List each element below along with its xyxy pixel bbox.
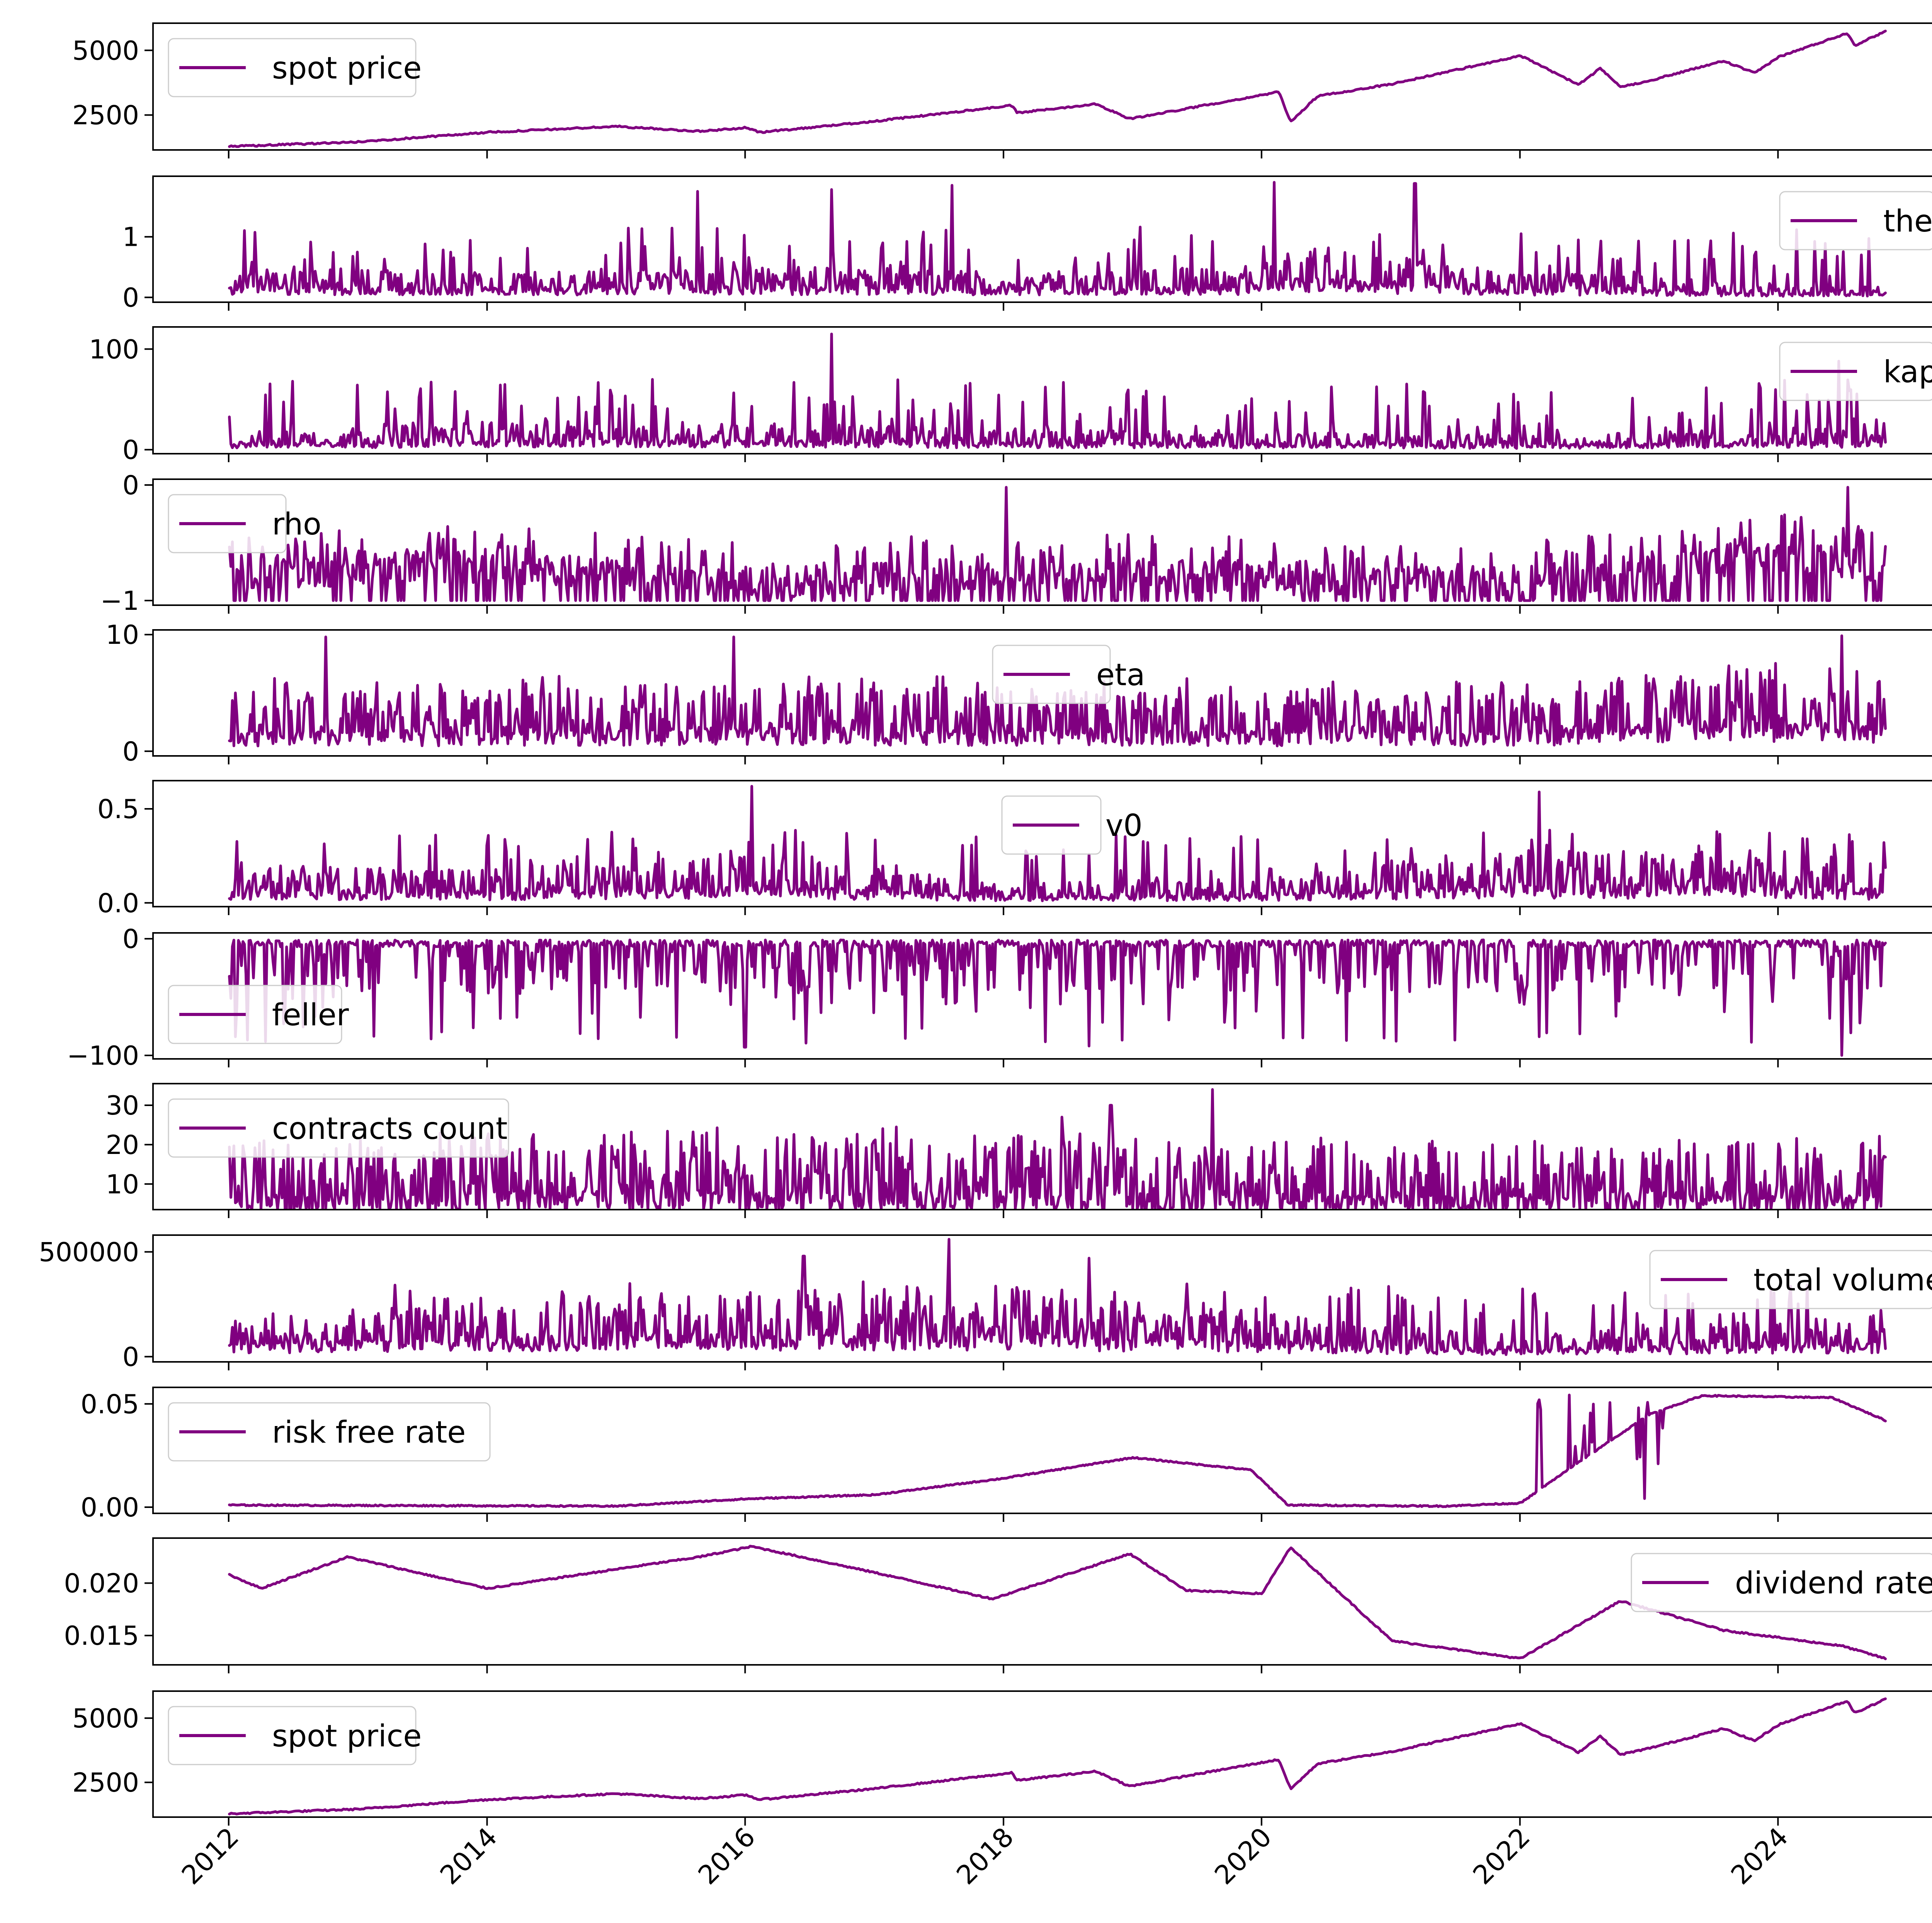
y-tick-label: 0.5 (97, 794, 139, 825)
legend-label: risk free rate (272, 1415, 466, 1450)
y-tick-label: 0 (122, 282, 139, 313)
legend-box (168, 38, 417, 97)
series-line-spot-price (228, 29, 1887, 148)
legend: v0 (1001, 795, 1143, 855)
legend: spot price (168, 38, 422, 97)
panel-6: 0.0 0.5 v0 (97, 780, 1932, 919)
legend: rho (168, 494, 321, 553)
axes-frame (152, 478, 1932, 606)
y-tick-label: 100 (89, 334, 139, 365)
legend-label: spot price (272, 1719, 422, 1754)
legend: spot price (168, 1706, 422, 1765)
legend-box (1631, 1553, 1932, 1612)
x-tick-label: 2014 (434, 1822, 503, 1891)
y-tick-label: −100 (67, 1041, 139, 1071)
panel-3: 0 100 kappa (89, 326, 1932, 466)
legend-box (168, 1706, 417, 1765)
y-tick-label: 2500 (72, 1768, 139, 1798)
legend-label: rho (272, 507, 321, 542)
x-tick-label: 2016 (692, 1822, 761, 1891)
legend-box (168, 1402, 491, 1462)
y-tick-label: 0.05 (81, 1389, 139, 1420)
legend-label: spot price (272, 51, 422, 86)
y-tick-label: 0 (122, 737, 139, 767)
legend-box (168, 985, 342, 1044)
y-tick-label: 0 (122, 435, 139, 466)
legend-box (1649, 1250, 1932, 1309)
y-tick-label: 5000 (72, 36, 139, 66)
panel-9: 0 500000 total volume (39, 1234, 1932, 1372)
legend: feller (168, 985, 349, 1044)
legend: eta (992, 645, 1145, 704)
legend: contracts count (168, 1098, 509, 1158)
legend: theta (1779, 191, 1932, 250)
y-tick-label: 30 (105, 1091, 139, 1121)
y-tick-label: 0.015 (64, 1621, 139, 1651)
panel-5: 0 10 eta (105, 620, 1932, 767)
legend-label: contracts count (272, 1111, 507, 1146)
axes-frame (152, 1387, 1932, 1514)
legend-label: v0 (1105, 808, 1143, 843)
y-tick-label: 0 (122, 470, 139, 501)
legend-label: kappa (1883, 355, 1932, 390)
axes-frame (152, 629, 1932, 757)
x-tick-label: 2018 (951, 1822, 1020, 1891)
legend-label: eta (1096, 658, 1145, 693)
legend-label: total volume (1753, 1263, 1932, 1298)
legend-label: dividend rate (1735, 1566, 1932, 1601)
legend-box (168, 1098, 509, 1158)
legend: risk free rate (168, 1402, 491, 1462)
series-line-v0 (228, 785, 1887, 902)
y-tick-label: 10 (105, 1169, 139, 1200)
y-tick-label: 0.0 (97, 888, 139, 919)
panel-2: 0 1 theta (122, 175, 1932, 313)
x-tick-label: 2012 (176, 1822, 245, 1891)
y-tick-label: 0 (122, 924, 139, 955)
series-line-kappa (228, 332, 1887, 450)
y-tick-label: 500000 (39, 1237, 139, 1268)
axes-frame (152, 1083, 1932, 1210)
x-tick-label: 2022 (1467, 1822, 1536, 1891)
legend-label: theta (1883, 204, 1932, 239)
legend-label: feller (272, 998, 349, 1033)
axes-frame (152, 780, 1932, 907)
legend: kappa (1779, 342, 1932, 401)
axes-frame (152, 1690, 1932, 1818)
y-tick-label: 1 (122, 222, 139, 253)
axes-frame (152, 326, 1932, 454)
series-line-spot-price (228, 1697, 1887, 1816)
series-line-risk-free-rate (228, 1394, 1887, 1508)
x-tick-label: 2024 (1725, 1822, 1794, 1891)
panel-10: 0.00 0.05 risk free rate (81, 1387, 1932, 1523)
y-tick-label: 5000 (72, 1703, 139, 1734)
y-tick-label: 2500 (72, 100, 139, 131)
panel-8: 10 20 30 contracts count (105, 1083, 1932, 1218)
series-line-theta (228, 181, 1887, 298)
panel-1: 2500 5000 spot price (72, 22, 1932, 158)
panel-4: 0 −1 rho (100, 470, 1932, 616)
panel-12: 2500 5000 2012 2014 2016 2018 2020 2022 2024 spot… (72, 1690, 1932, 1891)
y-tick-label: 0.020 (64, 1569, 139, 1599)
axes-frame (152, 1234, 1932, 1363)
axes-frame (152, 22, 1932, 151)
x-tick-label: 2020 (1209, 1822, 1278, 1891)
series-line-dividend-rate (228, 1545, 1887, 1660)
y-tick-label: 20 (105, 1130, 139, 1161)
axes-frame (152, 175, 1932, 303)
y-tick-label: 0.00 (81, 1492, 139, 1523)
series-line-total-volume (228, 1238, 1887, 1356)
series-line-feller (228, 938, 1887, 1057)
y-tick-label: 0 (122, 1342, 139, 1372)
series-line-rho (228, 486, 1887, 602)
y-tick-label: 10 (105, 620, 139, 650)
legend: dividend rate (1631, 1553, 1932, 1612)
panel-11: 0.015 0.020 dividend rate (64, 1537, 1932, 1673)
panel-7: 0 −100 feller (67, 924, 1932, 1071)
axes-frame (152, 932, 1932, 1060)
legend: total volume (1649, 1250, 1932, 1309)
y-tick-label: −1 (100, 586, 139, 616)
axes-frame (152, 1537, 1932, 1666)
